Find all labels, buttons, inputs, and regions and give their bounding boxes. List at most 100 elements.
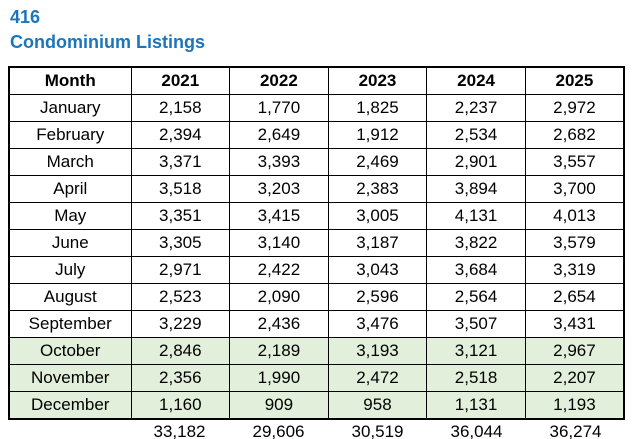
table-row: May 3,351 3,415 3,005 4,131 4,013: [8, 202, 625, 230]
month-cell: July: [8, 256, 132, 284]
table-row: October 2,846 2,189 3,193 3,121 2,967: [8, 337, 625, 365]
value-cell: 3,415: [229, 202, 329, 230]
value-cell: 2,394: [130, 121, 231, 149]
value-cell: 3,822: [426, 229, 526, 257]
value-cell: 1,825: [327, 94, 428, 122]
totals-spacer-cell: [8, 420, 130, 439]
value-cell: 3,700: [524, 175, 625, 203]
value-cell: 2,356: [130, 364, 231, 392]
value-cell: 2,472: [327, 364, 428, 392]
table-row: July 2,971 2,422 3,043 3,684 3,319: [8, 256, 625, 284]
value-cell: 2,534: [426, 121, 526, 149]
value-cell: 2,971: [130, 256, 231, 284]
value-cell: 3,579: [524, 229, 625, 257]
value-cell: 2,518: [426, 364, 526, 392]
value-cell: 3,140: [229, 229, 329, 257]
value-cell: 4,013: [524, 202, 625, 230]
value-cell: 3,557: [524, 148, 625, 176]
value-cell: 2,523: [130, 283, 231, 311]
value-cell: 1,160: [130, 391, 231, 420]
value-cell: 1,770: [229, 94, 329, 122]
value-cell: 1,131: [426, 391, 526, 420]
month-cell: October: [8, 337, 132, 365]
value-cell: 3,393: [229, 148, 329, 176]
value-cell: 909: [229, 391, 329, 420]
month-cell: March: [8, 148, 132, 176]
value-cell: 3,507: [426, 310, 526, 338]
value-cell: 2,972: [524, 94, 625, 122]
totals-table: 33,182 29,606 30,519 36,044 36,274: [8, 420, 625, 439]
month-cell: September: [8, 310, 132, 338]
column-header-year: 2025: [524, 66, 625, 95]
value-cell: 2,207: [524, 364, 625, 392]
value-cell: 3,305: [130, 229, 231, 257]
value-cell: 3,193: [327, 337, 428, 365]
table-row: August 2,523 2,090 2,596 2,564 2,654: [8, 283, 625, 311]
value-cell: 3,431: [524, 310, 625, 338]
value-cell: 1,912: [327, 121, 428, 149]
total-cell: 29,606: [252, 422, 305, 439]
table-header-row: Month 2021 2022 2023 2024 2025: [8, 66, 625, 95]
value-cell: 3,187: [327, 229, 428, 257]
column-header-year: 2024: [426, 66, 526, 95]
value-cell: 1,990: [229, 364, 329, 392]
total-cell: 30,519: [351, 422, 404, 439]
title-block: 416 Condominium Listings: [0, 0, 632, 55]
table-row: April 3,518 3,203 2,383 3,894 3,700: [8, 175, 625, 203]
total-cell: 36,274: [549, 422, 602, 439]
column-header-year: 2022: [229, 66, 329, 95]
column-header-year: 2023: [327, 66, 428, 95]
value-cell: 3,351: [130, 202, 231, 230]
value-cell: 2,436: [229, 310, 329, 338]
table-row: January 2,158 1,770 1,825 2,237 2,972: [8, 94, 625, 122]
table-row: March 3,371 3,393 2,469 2,901 3,557: [8, 148, 625, 176]
value-cell: 2,383: [327, 175, 428, 203]
table-row: June 3,305 3,140 3,187 3,822 3,579: [8, 229, 625, 257]
value-cell: 3,319: [524, 256, 625, 284]
listings-table-container: Month 2021 2022 2023 2024 2025 January 2,158 1,…: [8, 66, 625, 439]
value-cell: 3,005: [327, 202, 428, 230]
month-cell: February: [8, 121, 132, 149]
value-cell: 2,596: [327, 283, 428, 311]
column-header-year: 2021: [130, 66, 231, 95]
value-cell: 3,476: [327, 310, 428, 338]
table-row: September 3,229 2,436 3,476 3,507 3,431: [8, 310, 625, 338]
value-cell: 2,967: [524, 337, 625, 365]
month-cell: December: [8, 391, 132, 420]
value-cell: 2,846: [130, 337, 231, 365]
value-cell: 3,043: [327, 256, 428, 284]
month-cell: May: [8, 202, 132, 230]
column-header-month: Month: [8, 66, 132, 95]
totals-row: 33,182 29,606 30,519 36,044 36,274: [8, 420, 625, 439]
month-cell: June: [8, 229, 132, 257]
value-cell: 4,131: [426, 202, 526, 230]
value-cell: 1,193: [524, 391, 625, 420]
value-cell: 3,684: [426, 256, 526, 284]
value-cell: 2,158: [130, 94, 231, 122]
value-cell: 2,654: [524, 283, 625, 311]
value-cell: 3,894: [426, 175, 526, 203]
value-cell: 3,518: [130, 175, 231, 203]
condo-listings-table: Month 2021 2022 2023 2024 2025 January 2,158 1,…: [8, 66, 625, 420]
month-cell: April: [8, 175, 132, 203]
value-cell: 2,189: [229, 337, 329, 365]
value-cell: 3,121: [426, 337, 526, 365]
value-cell: 2,237: [426, 94, 526, 122]
table-row: December 1,160 909 958 1,131 1,193: [8, 391, 625, 420]
month-cell: August: [8, 283, 132, 311]
table-row: November 2,356 1,990 2,472 2,518 2,207: [8, 364, 625, 392]
value-cell: 2,090: [229, 283, 329, 311]
report-number: 416: [10, 7, 41, 27]
value-cell: 2,682: [524, 121, 625, 149]
value-cell: 2,901: [426, 148, 526, 176]
total-cell: 33,182: [153, 422, 206, 439]
value-cell: 2,469: [327, 148, 428, 176]
month-cell: November: [8, 364, 132, 392]
value-cell: 958: [327, 391, 428, 420]
page-title: Condominium Listings: [10, 32, 205, 52]
value-cell: 2,564: [426, 283, 526, 311]
table-row: February 2,394 2,649 1,912 2,534 2,682: [8, 121, 625, 149]
value-cell: 2,649: [229, 121, 329, 149]
month-cell: January: [8, 94, 132, 122]
